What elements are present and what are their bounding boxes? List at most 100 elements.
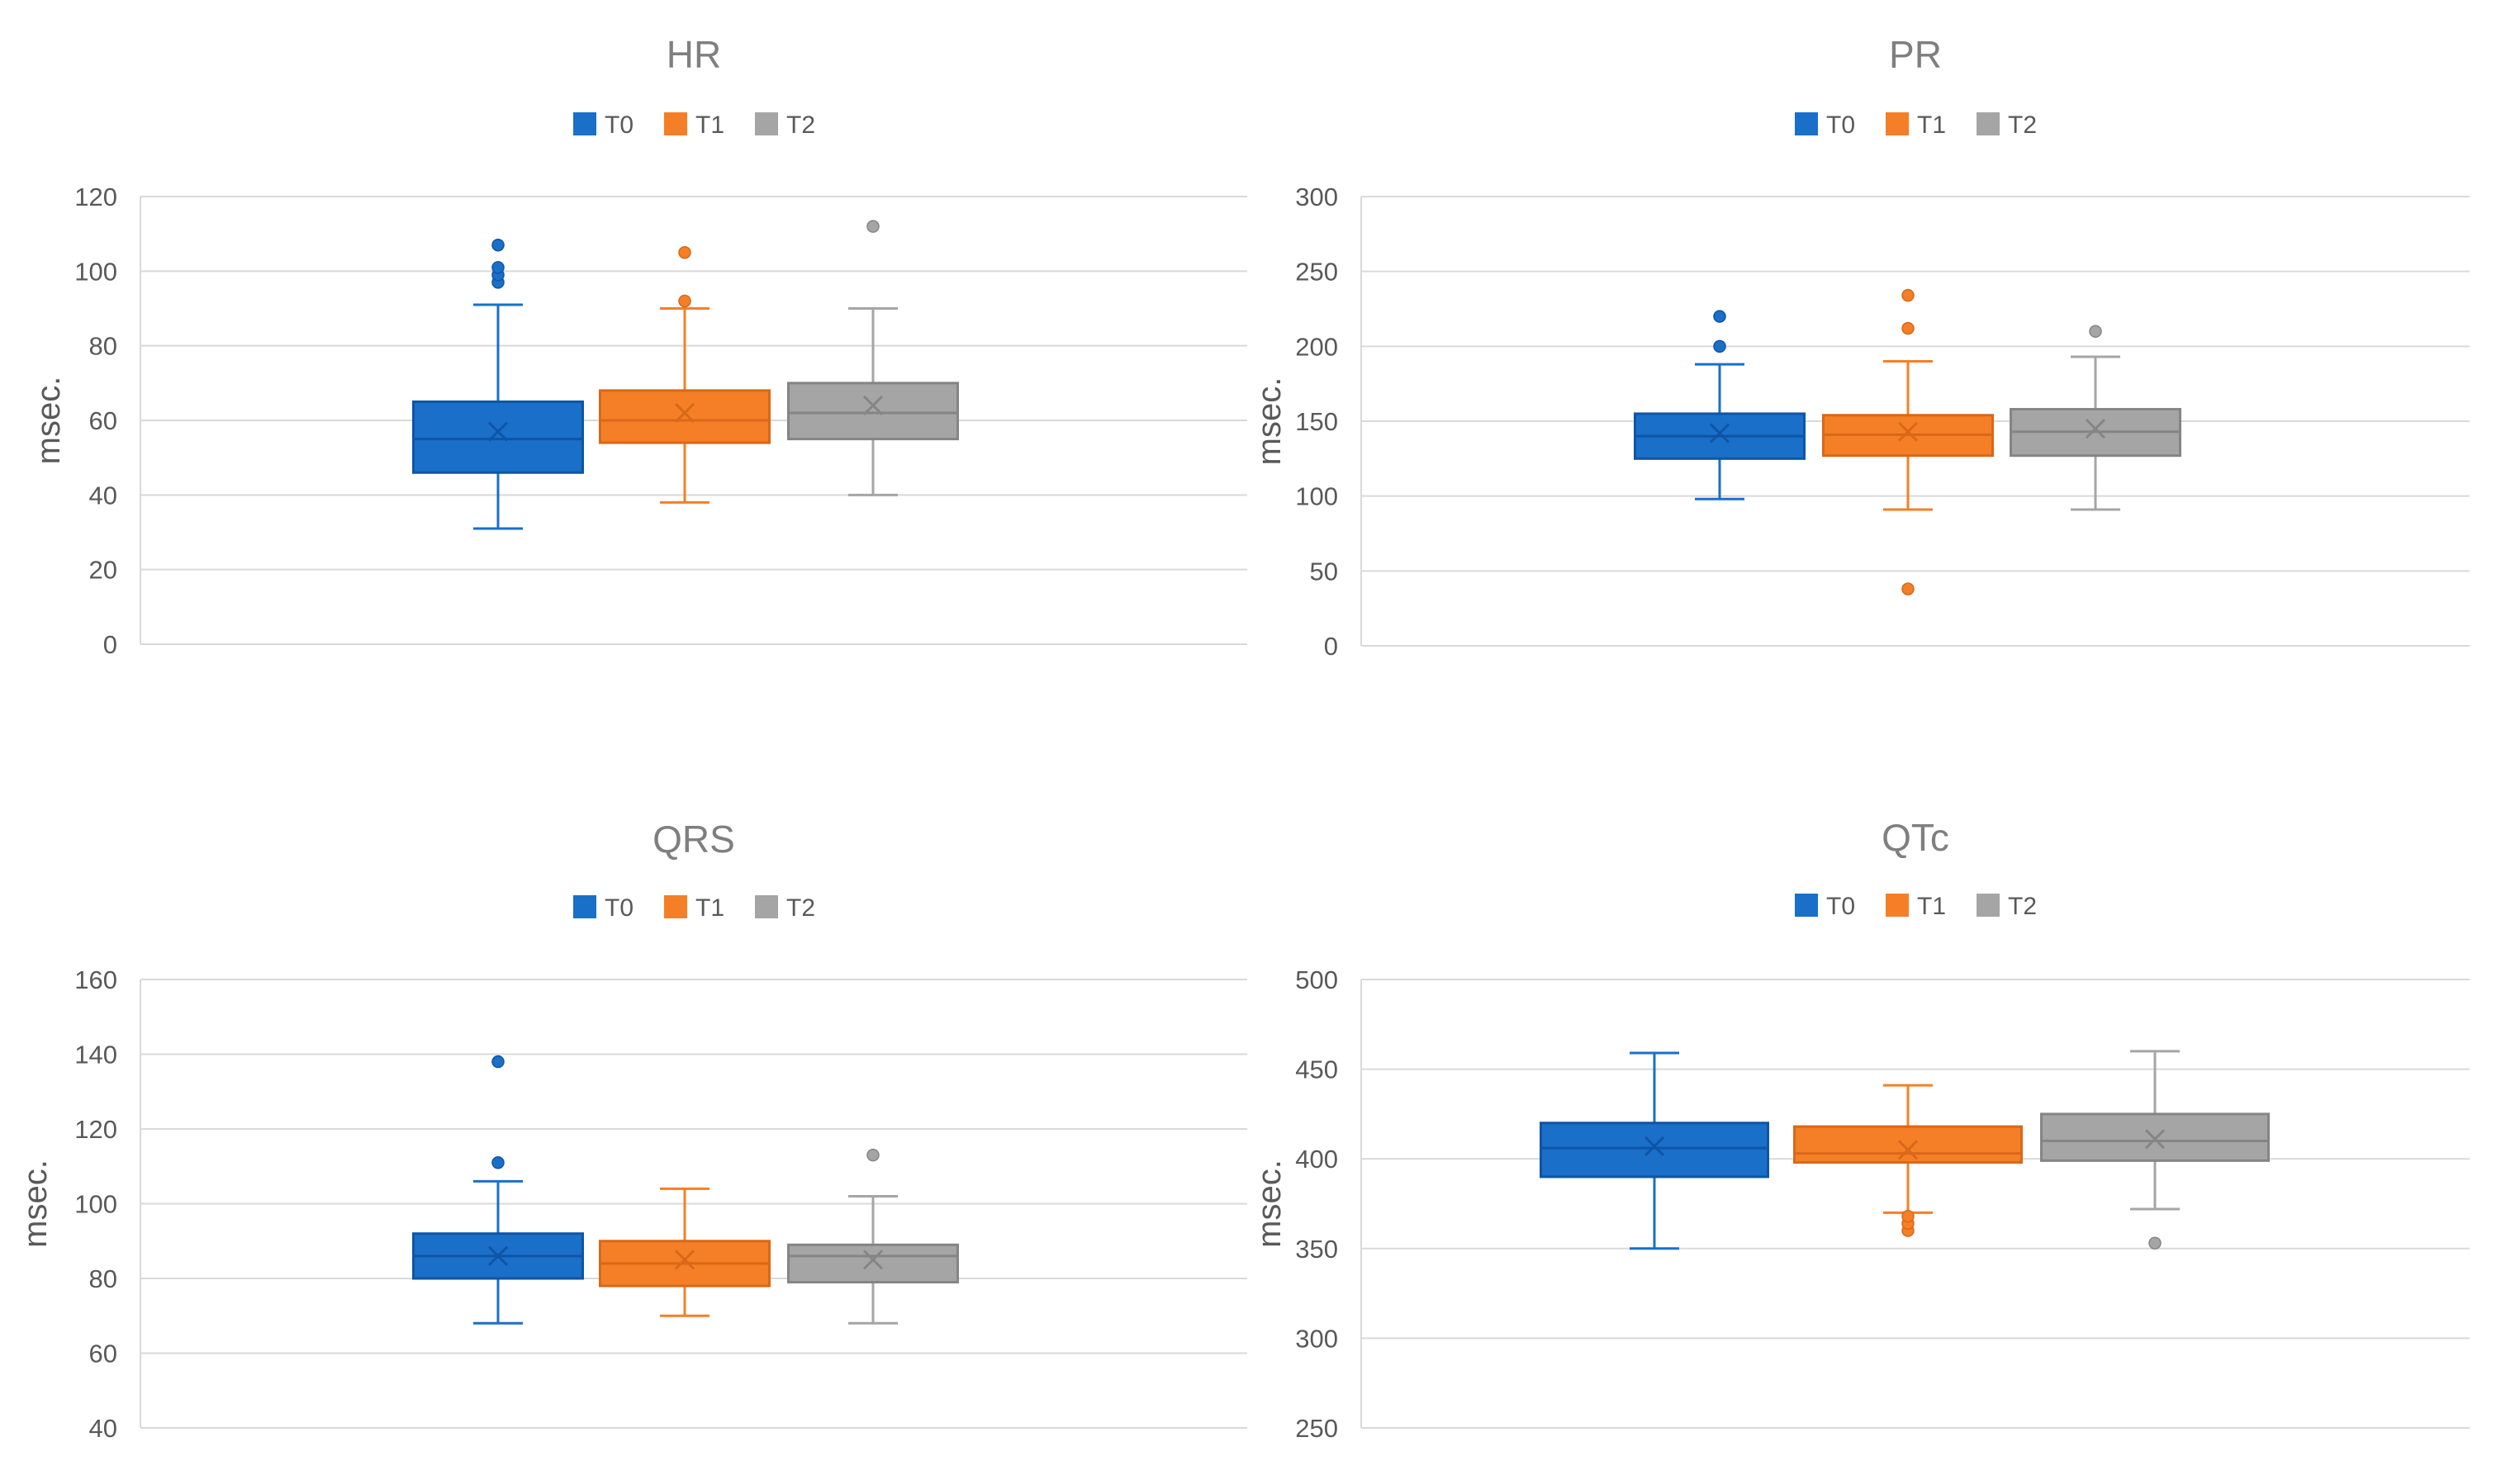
box-t0 bbox=[412, 1055, 584, 1325]
mean-marker bbox=[1644, 1136, 1665, 1157]
outlier-point bbox=[491, 261, 505, 274]
legend-swatch-t0 bbox=[573, 112, 596, 135]
iqr-box bbox=[599, 389, 771, 444]
legend-swatch-t1 bbox=[664, 895, 687, 918]
outlier-point bbox=[1901, 288, 1915, 302]
legend-swatch-t1 bbox=[1886, 112, 1909, 135]
y-tick-label: 450 bbox=[1295, 1055, 1338, 1084]
legend-swatch-t2 bbox=[1977, 112, 2000, 135]
y-tick-label: 100 bbox=[74, 1190, 117, 1219]
legend-swatch-t1 bbox=[1886, 894, 1909, 917]
legend-swatch-t0 bbox=[1795, 112, 1818, 135]
chart-panel-pr: PR T0 T1 T2 0 50 100 150 200 250 300 msec. bbox=[1251, 33, 2470, 661]
legend-label-t0: T0 bbox=[605, 111, 634, 139]
box-t0 bbox=[1634, 310, 1806, 500]
y-tick-label: 100 bbox=[74, 257, 117, 286]
outlier-point bbox=[491, 238, 505, 252]
outlier-point bbox=[1901, 582, 1915, 595]
legend-label-t0: T0 bbox=[1826, 111, 1855, 139]
mean-marker bbox=[1897, 1140, 1919, 1160]
chart-title: QRS bbox=[653, 818, 735, 861]
mean-marker bbox=[674, 402, 695, 424]
legend-swatch-t2 bbox=[1977, 894, 2000, 917]
chart-panel-hr: HR T0 T1 T2 0 20 40 60 80 100 120 msec. bbox=[31, 33, 1247, 659]
iqr-box bbox=[1793, 1125, 2023, 1164]
y-tick-label: 40 bbox=[89, 1414, 117, 1443]
legend-label-t1: T1 bbox=[695, 111, 724, 139]
iqr-box bbox=[787, 382, 959, 441]
y-tick-label: 80 bbox=[89, 1264, 117, 1293]
iqr-box bbox=[2040, 1112, 2270, 1162]
outlier-point bbox=[678, 294, 691, 308]
y-tick-label: 20 bbox=[89, 556, 117, 585]
y-tick-label: 60 bbox=[89, 406, 117, 435]
box-t2 bbox=[787, 1148, 959, 1325]
box-t1 bbox=[599, 1187, 771, 1317]
legend-label-t0: T0 bbox=[605, 894, 634, 922]
outlier-point bbox=[678, 246, 691, 259]
outlier-point bbox=[1713, 339, 1726, 353]
y-tick-label: 250 bbox=[1295, 1414, 1338, 1443]
y-tick-label: 160 bbox=[74, 965, 117, 994]
y-tick-label: 250 bbox=[1295, 258, 1338, 287]
y-tick-label: 50 bbox=[1310, 557, 1338, 586]
legend-label-t1: T1 bbox=[1917, 111, 1946, 139]
y-tick-label: 350 bbox=[1295, 1235, 1338, 1264]
chart-title: PR bbox=[1889, 33, 1942, 76]
box-t1 bbox=[1793, 1084, 2023, 1237]
outlier-point bbox=[2089, 325, 2102, 338]
y-tick-label: 0 bbox=[103, 630, 117, 659]
y-tick-label: 40 bbox=[89, 481, 117, 510]
chart-title: QTc bbox=[1882, 816, 1949, 859]
box-t2 bbox=[787, 220, 959, 496]
legend-swatch-t0 bbox=[573, 895, 596, 918]
mean-marker bbox=[1897, 421, 1919, 442]
legend-label-t2: T2 bbox=[2008, 111, 2037, 139]
y-tick-label: 80 bbox=[89, 332, 117, 361]
mean-marker bbox=[487, 421, 509, 442]
y-axis-label: msec. bbox=[17, 1160, 54, 1248]
mean-marker bbox=[1709, 423, 1730, 443]
legend-swatch-t2 bbox=[755, 895, 778, 918]
outlier-point bbox=[1901, 321, 1915, 335]
legend-label-t1: T1 bbox=[695, 894, 724, 922]
y-axis-label: msec. bbox=[1251, 377, 1288, 466]
legend-swatch-t0 bbox=[1795, 894, 1818, 917]
box-t2 bbox=[2010, 325, 2181, 511]
box-t1 bbox=[599, 246, 771, 504]
y-tick-label: 60 bbox=[89, 1340, 117, 1368]
y-tick-label: 300 bbox=[1295, 183, 1338, 211]
y-tick-label: 120 bbox=[74, 183, 117, 211]
y-tick-label: 140 bbox=[74, 1041, 117, 1069]
mean-marker bbox=[862, 1250, 884, 1270]
outlier-point bbox=[2148, 1236, 2162, 1250]
y-tick-label: 100 bbox=[1295, 482, 1338, 511]
y-tick-label: 120 bbox=[74, 1115, 117, 1144]
mean-marker bbox=[487, 1245, 509, 1266]
legend-swatch-t1 bbox=[664, 112, 687, 135]
outlier-point bbox=[1713, 310, 1726, 323]
mean-marker bbox=[674, 1250, 695, 1270]
legend-label-t0: T0 bbox=[1826, 893, 1855, 920]
y-axis-label: msec. bbox=[1251, 1160, 1288, 1248]
box-t2 bbox=[2040, 1050, 2270, 1250]
iqr-box bbox=[1540, 1122, 1769, 1179]
legend-label-t2: T2 bbox=[786, 894, 815, 922]
legend-label-t1: T1 bbox=[1917, 893, 1946, 920]
y-axis-label: msec. bbox=[31, 377, 67, 465]
y-tick-label: 300 bbox=[1295, 1324, 1338, 1353]
legend-label-t2: T2 bbox=[2008, 893, 2037, 920]
y-tick-label: 150 bbox=[1295, 407, 1338, 436]
legend-label-t2: T2 bbox=[786, 111, 815, 139]
y-tick-label: 500 bbox=[1295, 965, 1338, 994]
box-t0 bbox=[1540, 1051, 1769, 1250]
mean-marker bbox=[862, 395, 884, 415]
box-t0 bbox=[412, 238, 584, 530]
chart-title: HR bbox=[667, 33, 721, 76]
outlier-point bbox=[1901, 1209, 1915, 1223]
outlier-point bbox=[491, 1155, 505, 1169]
iqr-box bbox=[787, 1243, 959, 1284]
box-t1 bbox=[1822, 288, 1994, 595]
chart-panel-qtc: QTc T0 T1 T2 250 300 350 400 450 500 msec. bbox=[1251, 816, 2470, 1443]
